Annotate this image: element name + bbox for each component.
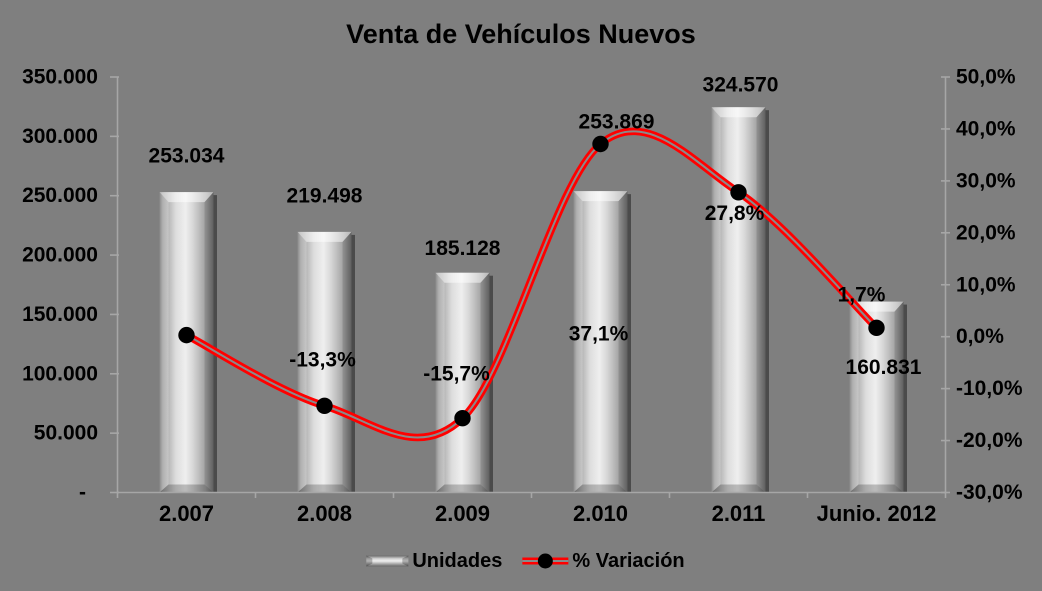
y-axis-left-label: 50.000 [34, 422, 98, 445]
line-point [592, 135, 609, 153]
bar-bevel-left [297, 231, 307, 493]
line-series-marker-icon [522, 553, 569, 569]
bar-bevel-bottom [159, 484, 214, 493]
y-axis-left-label: 350.000 [22, 66, 98, 89]
bar [159, 192, 217, 493]
y-axis-left-label: 300.000 [22, 125, 98, 148]
bar-shadow [213, 195, 217, 493]
bar [711, 107, 769, 493]
bar-face [435, 272, 490, 493]
bar-bevel-left [849, 301, 859, 493]
x-axis-label: 2.008 [297, 501, 352, 526]
bar [297, 231, 355, 493]
y-axis-left-label: 200.000 [22, 244, 98, 267]
legend-label-variacion: % Variación [572, 549, 685, 572]
line-point [454, 410, 471, 427]
bar-bevel-bottom [435, 484, 490, 493]
line-point-label: 1,7% [838, 283, 886, 306]
bar-bevel-bottom [711, 484, 766, 493]
x-axis-label: 2.009 [435, 501, 490, 526]
x-axis-label: Junio. 2012 [817, 501, 937, 526]
x-axis-label: 2.011 [712, 501, 766, 526]
bar-bevel-bottom [849, 484, 904, 493]
bars-series [159, 107, 907, 493]
bar-face [297, 231, 352, 493]
bar-bevel-top [573, 191, 628, 202]
x-axis-label: 2.007 [159, 501, 214, 526]
bar-value-label: 253.869 [579, 111, 655, 134]
line-point-label: 27,8% [705, 202, 765, 225]
bar-bevel-right [756, 107, 766, 493]
y-axis-right-label: 50,0% [956, 66, 1016, 89]
chart-title: Venta de Vehículos Nuevos [346, 19, 696, 49]
bar-bevel-left [711, 107, 721, 493]
bar-value-label: 253.034 [149, 145, 225, 168]
bar [573, 191, 631, 493]
bar-bevel-bottom [297, 484, 352, 493]
bar-value-label: 185.128 [425, 237, 501, 260]
y-axis-right-label: 40,0% [956, 117, 1016, 140]
bar-bevel-top [711, 107, 766, 118]
bar-face [711, 107, 766, 493]
line-point [316, 397, 333, 414]
y-axis-right-label: 30,0% [956, 169, 1016, 192]
bar-bevel-right [204, 192, 214, 493]
line-point [730, 184, 747, 201]
line-point-label: 37,1% [569, 322, 629, 345]
y-axis-left-label: - [79, 481, 86, 504]
bar-bevel-left [159, 192, 169, 493]
line-point-label: -15,7% [423, 363, 490, 386]
bar-face [573, 191, 628, 493]
legend-item-unidades: Unidades [365, 550, 502, 573]
y-axis-right-label: -30,0% [956, 481, 1023, 504]
bar-shadow [765, 110, 769, 493]
axes [110, 76, 950, 498]
bar-bevel-top [297, 231, 352, 242]
y-axis-right-label: -10,0% [956, 377, 1023, 400]
bar-value-label: 219.498 [287, 184, 363, 207]
bar-shadow [351, 234, 355, 493]
bar-shadow [489, 275, 493, 493]
bar-bevel-top [435, 272, 490, 283]
y-axis-left-label: 250.000 [22, 184, 98, 207]
bar-bevel-right [894, 301, 904, 493]
y-axis-left-label: 100.000 [22, 362, 98, 385]
bar-value-label: 160.831 [846, 356, 922, 379]
variation-line-series [178, 127, 885, 442]
bar-bevel-right [618, 191, 628, 493]
y-axis-left-label: 150.000 [22, 303, 98, 326]
bar-shadow [903, 304, 907, 493]
bar-shadow [627, 194, 631, 493]
y-axis-right-label: -20,0% [956, 429, 1023, 452]
y-axis-right-label: 10,0% [956, 273, 1016, 296]
bar-bevel-left [573, 191, 583, 493]
bar-bevel-right [342, 231, 352, 493]
bar-bevel-bottom [573, 484, 628, 493]
legend-item-variacion: % Variación [521, 549, 685, 573]
x-axis-label: 2.010 [573, 501, 628, 526]
bar-series-marker-icon [366, 555, 409, 567]
y-axis-right-label: 0,0% [956, 325, 1004, 348]
y-axis-right-label: 20,0% [956, 221, 1016, 244]
line-point [178, 326, 195, 344]
legend: Unidades % Variación [365, 548, 685, 574]
line-point [868, 319, 885, 337]
legend-label-unidades: Unidades [412, 549, 503, 572]
bar-value-label: 324.570 [703, 74, 779, 97]
line-point-label: -13,3% [289, 348, 356, 371]
bar [435, 272, 493, 493]
bar-bevel-top [159, 192, 214, 203]
